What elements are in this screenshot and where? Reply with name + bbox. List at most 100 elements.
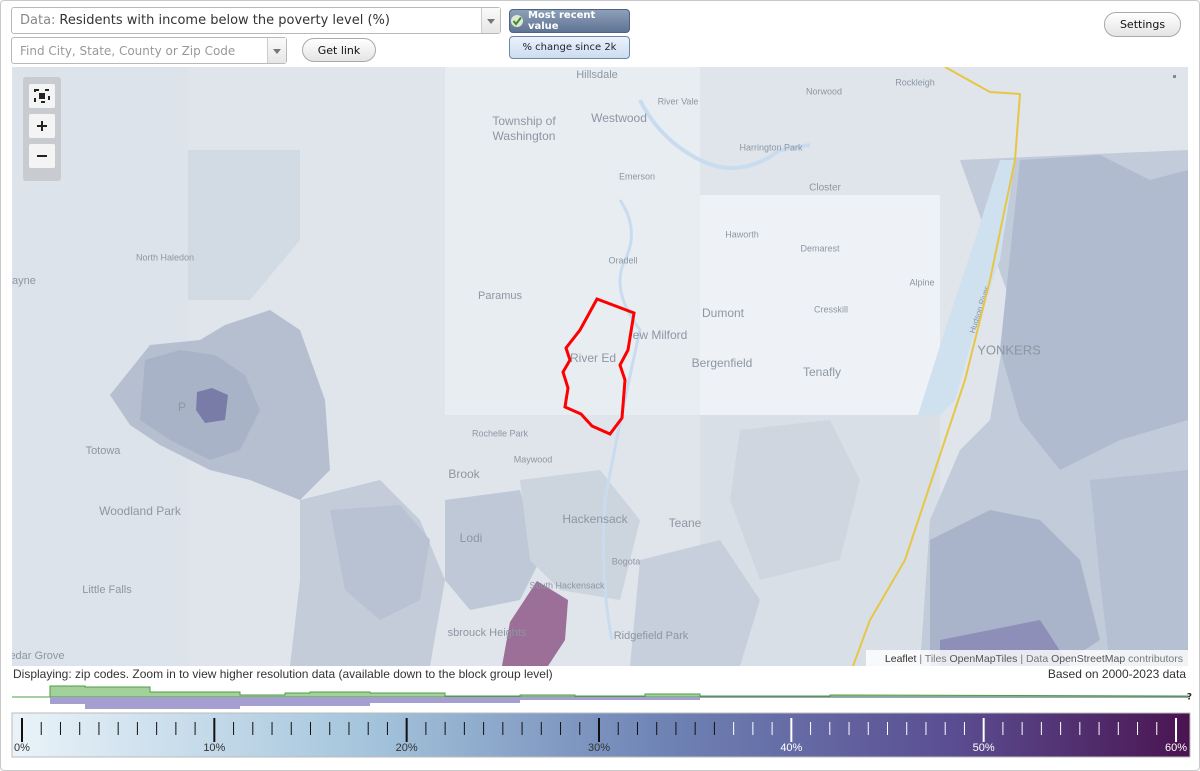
select-arrow (481, 8, 500, 33)
attribution-text: | Data (1020, 653, 1048, 665)
attribution-text: | Tiles (919, 653, 946, 665)
check-icon (511, 15, 523, 27)
hudson-river (918, 160, 1015, 415)
place-label: Closter (809, 183, 841, 194)
place-label: Teane (669, 516, 702, 530)
place-label: Hackensack (562, 512, 628, 526)
search-arrow (267, 38, 286, 63)
region (630, 540, 760, 666)
search-box[interactable]: Find City, State, County or Zip Code (11, 37, 287, 64)
region (330, 505, 430, 620)
place-label: ayne (12, 275, 36, 287)
place-label: YONKERS (977, 342, 1041, 357)
region-high (196, 388, 228, 423)
scale-label: 40% (780, 742, 802, 754)
collapse-marker (1173, 75, 1176, 78)
place-label: Harrington Park (739, 142, 803, 152)
place-label: Haworth (725, 229, 759, 239)
map[interactable]: Hudson River Hillsdale River Vale Norwoo… (12, 67, 1188, 666)
displaying-note: Displaying: zip codes. Zoom in to view h… (13, 667, 553, 681)
most-recent-label: Most recent value (527, 10, 596, 32)
legend: ? 0% 10% 20% 30% 40% 50% 60% (11, 685, 1192, 758)
place-label: River Vale (658, 96, 699, 106)
water (602, 199, 642, 641)
place-label: Cresskill (814, 304, 848, 314)
unknown-marker: ? (1187, 693, 1192, 703)
search-placeholder: Find City, State, County or Zip Code (20, 43, 236, 58)
scale-label: 0% (14, 742, 30, 754)
place-label: Paramus (478, 290, 523, 302)
place-label: Hillsdale (576, 69, 618, 81)
scale-label: 20% (396, 742, 418, 754)
place-label: Township of (492, 114, 556, 128)
fullscreen-icon (34, 89, 50, 103)
tile (700, 195, 940, 415)
attribution-text: contributors (1128, 653, 1183, 665)
region-high (502, 581, 568, 666)
scale-ticks: 0% 10% 20% 30% 40% 50% 60% (14, 718, 1187, 754)
place-label: Emerson (619, 171, 655, 181)
place-label: River Ed (570, 351, 616, 365)
place-label: Lodi (460, 531, 483, 545)
plus-icon (37, 121, 47, 131)
place-label: P (178, 400, 186, 414)
zoom-control (23, 77, 61, 181)
attribution-link[interactable]: Leaflet (885, 653, 917, 665)
place-label: ew Milford (633, 328, 688, 342)
place-label: Rockleigh (895, 77, 935, 87)
region (1090, 470, 1188, 666)
place-label: Cedar Grove (12, 650, 64, 662)
data-select[interactable]: Data: Residents with income below the po… (11, 7, 501, 34)
attribution-link[interactable]: OpenStreetMap (1051, 653, 1125, 665)
place-label: Bergenfield (692, 356, 753, 370)
place-label: Washington (493, 129, 556, 143)
most-recent-button[interactable]: Most recent value (509, 9, 630, 33)
state-border (852, 67, 1022, 666)
place-label: Woodland Park (99, 504, 182, 518)
place-label: Alpine (909, 277, 934, 287)
place-label: Rochelle Park (472, 428, 529, 438)
region (930, 510, 1100, 666)
place-label: Maywood (514, 454, 553, 464)
place-label: Demarest (800, 243, 840, 253)
dot (1173, 75, 1176, 78)
scale-label: 10% (203, 742, 225, 754)
place-label: South Hackensack (529, 580, 605, 590)
histogram-current (12, 685, 1189, 698)
place-label: Brook (448, 467, 480, 481)
water (638, 99, 811, 170)
place-label: Little Falls (82, 584, 132, 596)
place-label: Dumont (702, 306, 745, 320)
scale-label: 30% (588, 742, 610, 754)
place-label: sbrouck Heights (448, 627, 527, 639)
region (188, 150, 300, 300)
attribution: Leaflet | Tiles OpenMapTiles | Data Open… (885, 653, 1183, 665)
data-select-value: Residents with income below the poverty … (59, 13, 390, 28)
place-label: Bogota (612, 556, 641, 566)
region (520, 470, 640, 600)
place-label: Oradell (608, 255, 637, 265)
place-label: Totowa (86, 445, 122, 457)
attribution-bg (866, 650, 1188, 666)
place-label: North Haledon (136, 252, 194, 262)
color-scale (11, 712, 1191, 758)
scale-label: 50% (973, 742, 995, 754)
settings-button[interactable]: Settings (1104, 12, 1181, 37)
data-label: Data: (20, 13, 56, 28)
attribution-link[interactable]: OpenMapTiles (950, 653, 1018, 665)
region (730, 420, 860, 580)
pct-change-button[interactable]: % change since 2k (509, 36, 630, 59)
region (445, 490, 540, 610)
get-link-button[interactable]: Get link (302, 38, 376, 62)
based-on-note: Based on 2000-2023 data (1047, 667, 1186, 681)
scale-label: 60% (1165, 742, 1187, 754)
fullscreen-icon (39, 93, 45, 99)
place-label: Norwood (806, 86, 842, 96)
region (1000, 155, 1188, 470)
place-label: Tenafly (803, 365, 841, 379)
place-label: Westwood (591, 111, 647, 125)
place-label: Ridgefield Park (614, 630, 689, 642)
selected-zip[interactable] (561, 297, 636, 436)
